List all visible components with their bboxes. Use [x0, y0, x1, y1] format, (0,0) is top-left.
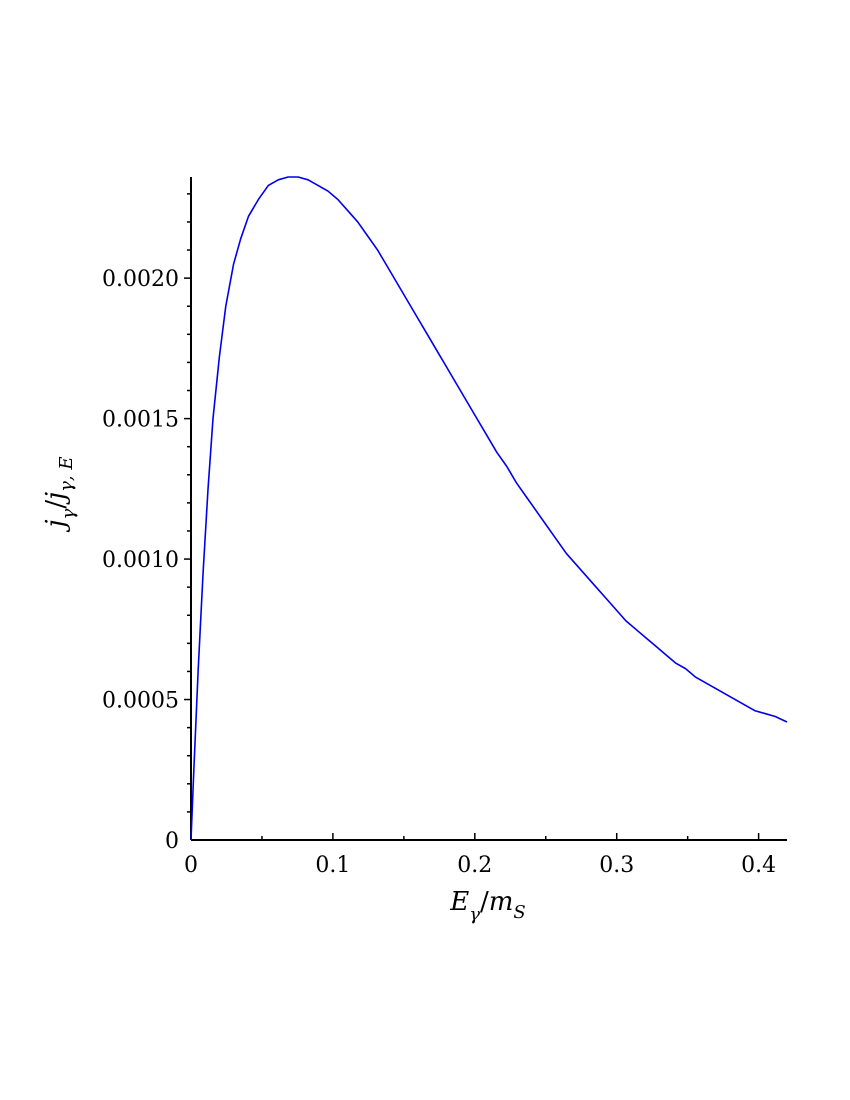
y-axis-label: jγ/jγ, E — [41, 457, 79, 533]
x-axis-label: Eγ/mS — [449, 887, 526, 925]
axes — [190, 177, 787, 841]
x-axis-label-sep: / — [480, 887, 489, 917]
y-axis-label-main: j — [41, 519, 71, 532]
x-ticks: 0 0.1 0.2 0.3 0.4 — [184, 833, 776, 878]
series-line — [190, 176, 788, 841]
x-axis-label-sub1: γ — [469, 904, 480, 925]
y-tick-label: 0.0010 — [102, 548, 179, 573]
y-axis-label-sub1: γ — [58, 508, 79, 519]
x-axis-label-main: E — [449, 887, 469, 917]
y-tick-label: 0 — [165, 829, 179, 854]
x-axis-label-sub2: S — [513, 902, 525, 923]
y-axis-label-sep: / — [41, 500, 71, 509]
y-tick-label: 0.0015 — [102, 408, 179, 433]
series-layer — [190, 176, 788, 841]
y-axis-label-sub2: γ, E — [56, 457, 77, 492]
y-ticks: 0 0.0005 0.0010 0.0015 0.0020 — [102, 193, 191, 854]
y-tick-label: 0.0005 — [102, 689, 179, 714]
x-tick-label: 0 — [184, 853, 198, 878]
x-tick-label: 0.3 — [599, 853, 634, 878]
y-tick-label: 0.0020 — [102, 267, 179, 292]
x-tick-label: 0.2 — [457, 853, 492, 878]
x-axis-label-main2: m — [489, 887, 514, 917]
x-tick-label: 0.4 — [741, 853, 776, 878]
x-tick-label: 0.1 — [315, 853, 350, 878]
